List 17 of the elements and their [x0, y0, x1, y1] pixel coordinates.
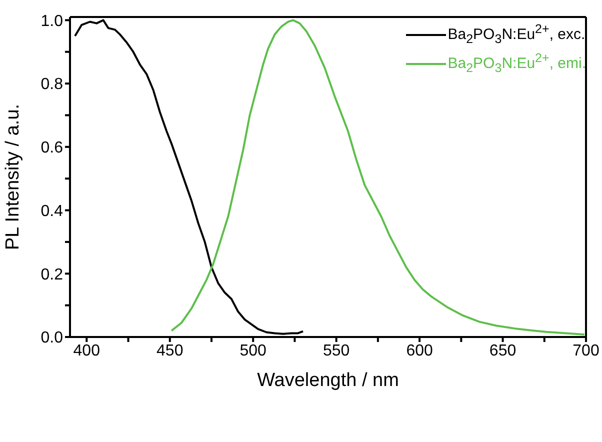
x-tick-label: 450: [156, 342, 184, 360]
x-tick-label: 650: [489, 342, 516, 360]
x-tick-label: 550: [322, 342, 350, 360]
legend-label: Ba$_{2}$PO$_{3}$N:Eu$^{2+}$, emi.: [448, 50, 586, 77]
x-tick-label: 500: [240, 342, 267, 360]
y-tick-label: 0.6: [40, 140, 64, 157]
x-tick-label: 700: [572, 342, 600, 360]
legend-label: Ba$_{2}$PO$_{3}$N:Eu$^{2+}$, exc.: [448, 21, 586, 48]
y-tick-label: 0.2: [40, 266, 64, 284]
x-axis-title: Wavelength / nm: [257, 370, 399, 391]
y-tick-label: 1.0: [40, 12, 64, 30]
x-tick-label: 600: [406, 342, 433, 360]
y-tick-label: 0.4: [40, 202, 64, 220]
y-tick-label: 0.8: [40, 76, 64, 94]
x-tick-label: 400: [73, 342, 100, 360]
y-tick-label: 0.0: [40, 330, 64, 347]
y-axis-title: PL Intensity / a.u.: [2, 104, 24, 250]
